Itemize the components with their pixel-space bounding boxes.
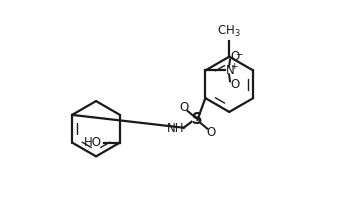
Text: CH$_3$: CH$_3$: [217, 24, 241, 39]
Text: −: −: [235, 49, 243, 58]
Text: O: O: [230, 50, 239, 63]
Text: O: O: [230, 78, 239, 91]
Text: N: N: [225, 64, 234, 77]
Text: S: S: [192, 112, 203, 127]
Text: O: O: [207, 126, 216, 139]
Text: +: +: [231, 62, 238, 71]
Text: HO: HO: [84, 136, 102, 149]
Text: NH: NH: [167, 122, 185, 135]
Text: O: O: [179, 101, 188, 113]
